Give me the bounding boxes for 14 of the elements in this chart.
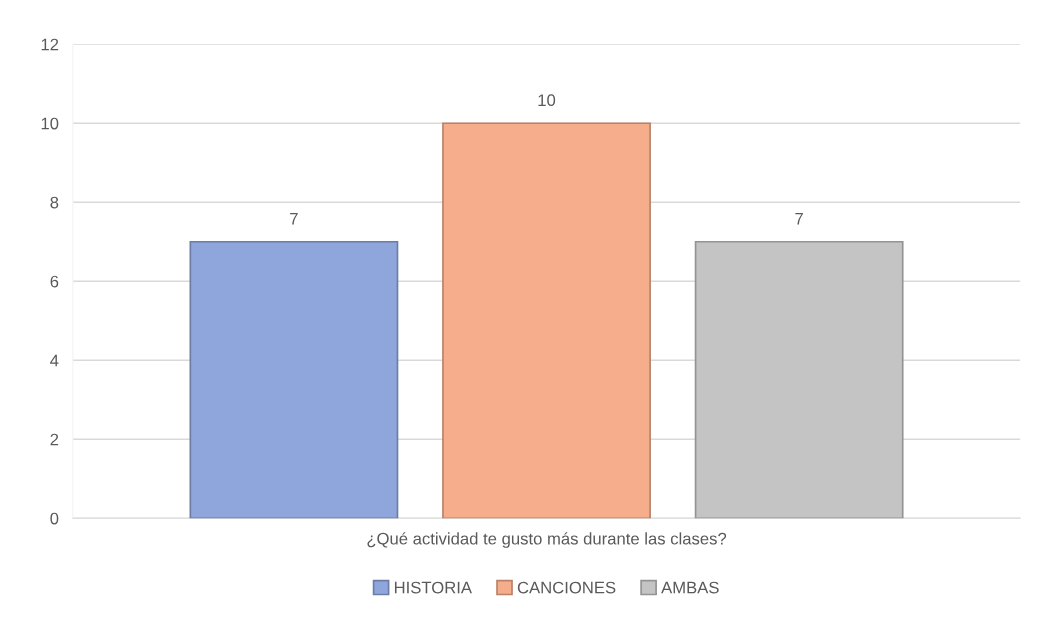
y-tick-label: 4 (50, 354, 59, 367)
y-tick-label: 12 (41, 38, 59, 51)
y-tick-label: 10 (41, 117, 59, 130)
legend-label: AMBAS (661, 581, 719, 594)
x-tick-label: ¿Qué actividad te gusto más durante las clases? (367, 532, 727, 548)
y-tick-label: 6 (50, 275, 59, 288)
y-tick-label: 2 (50, 433, 59, 446)
y-tick-label: 0 (50, 512, 59, 525)
y-tick-label: 8 (50, 196, 59, 209)
data-label: 7 (795, 212, 803, 225)
data-label: 10 (538, 94, 556, 107)
legend-label: HISTORIA (394, 581, 472, 594)
legend-label: CANCIONES (517, 581, 616, 594)
data-label: 7 (290, 212, 298, 225)
